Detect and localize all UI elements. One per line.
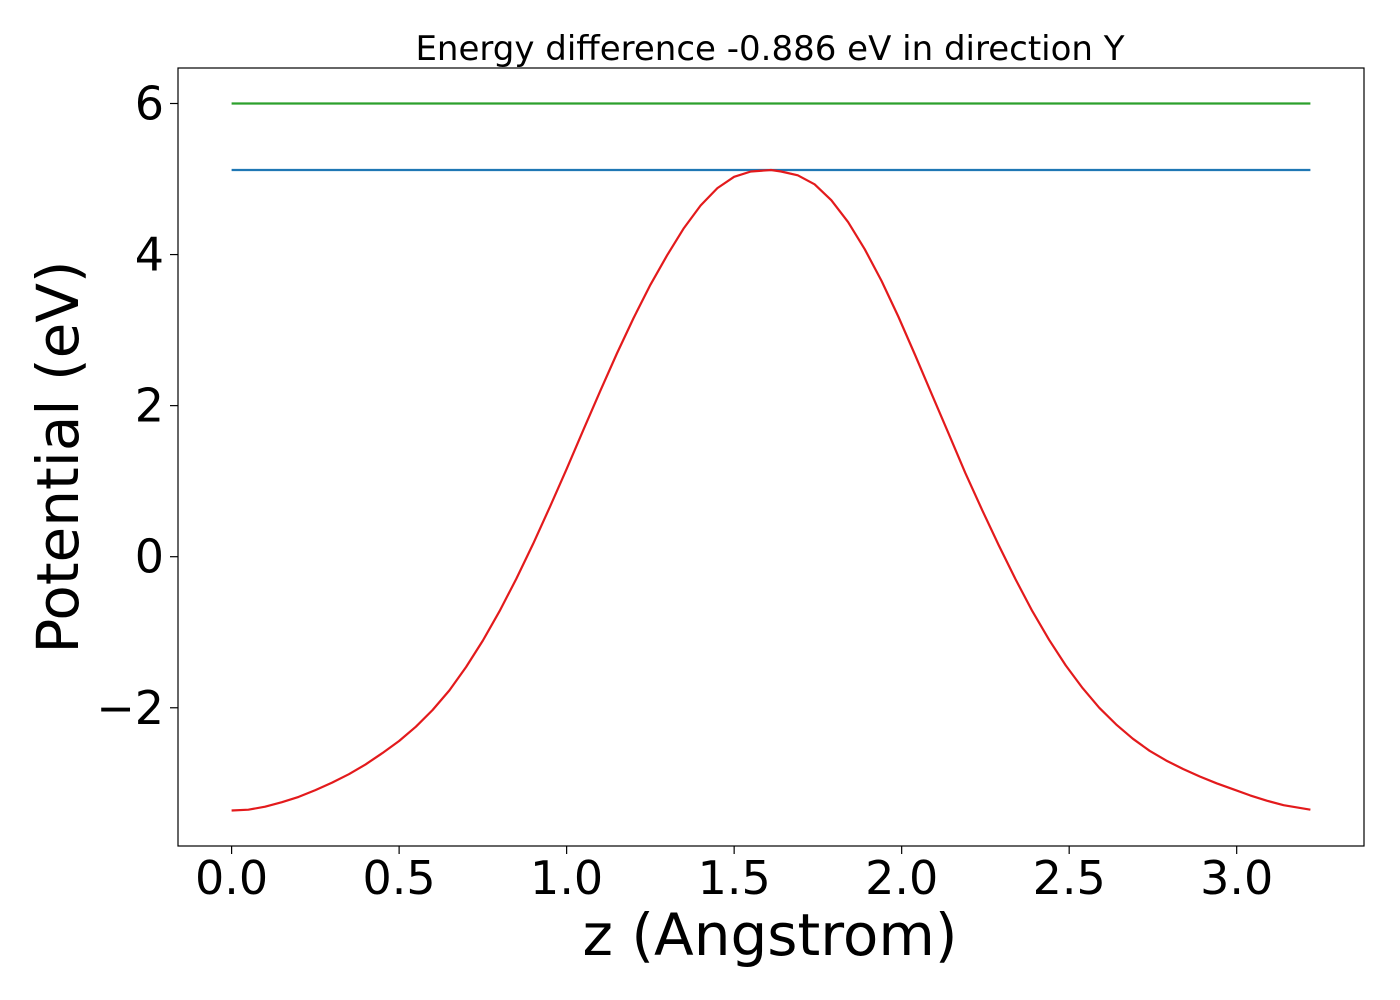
y-axis-ticks: −2 0 2 4 6: [96, 77, 178, 735]
y-tick-label: 4: [135, 228, 164, 282]
y-tick-label: 0: [135, 530, 164, 584]
plot-area-frame: [177, 67, 1365, 847]
x-tick-label: 1.5: [698, 851, 771, 905]
series-layer: [231, 102, 1311, 812]
y-tick-label: 6: [135, 77, 164, 131]
x-tick-label: 3.0: [1200, 851, 1273, 905]
y-axis-label: Potential (eV): [24, 260, 92, 653]
series-line-3: [231, 168, 1311, 812]
x-tick-label: 2.0: [865, 851, 938, 905]
x-tick-label: 0.5: [363, 851, 436, 905]
x-axis-label: z (Angstrom): [583, 901, 958, 969]
y-tick-label: −2: [96, 681, 164, 735]
y-tick-label: 2: [135, 379, 164, 433]
x-tick-label: 0.0: [195, 851, 268, 905]
x-tick-label: 1.0: [530, 851, 603, 905]
chart-title: Energy difference -0.886 eV in direction…: [415, 29, 1124, 69]
x-tick-label: 2.5: [1033, 851, 1106, 905]
x-axis-ticks: 0.0 0.5 1.0 1.5 2.0 2.5 3.0: [195, 846, 1273, 905]
